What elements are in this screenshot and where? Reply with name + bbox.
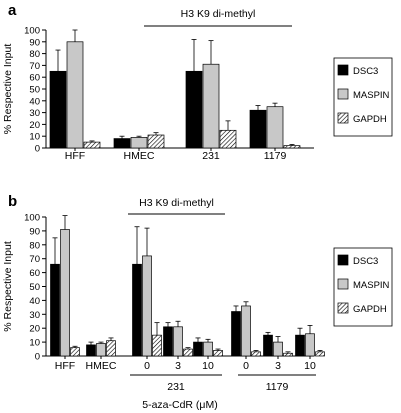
y-tick-label: 70 (29, 61, 40, 72)
bar-maspin (130, 137, 148, 149)
bar-gapdh (251, 351, 261, 357)
legend-swatch (337, 88, 349, 100)
y-tick-label: 0 (35, 352, 40, 363)
bar-maspin (173, 326, 183, 357)
y-tick-label: 50 (29, 282, 40, 293)
chart-title: H3 K9 di-methyl (139, 197, 214, 209)
bar-gapdh (283, 352, 293, 357)
group-label: 1179 (266, 381, 289, 393)
y-tick-label: 30 (29, 108, 40, 119)
bar-gapdh (213, 350, 223, 357)
group-label: 231 (167, 381, 185, 393)
y-tick-label: 90 (29, 226, 40, 237)
bar-dsc3 (49, 70, 67, 149)
bar-maspin (60, 229, 70, 357)
x-tick-label: 10 (202, 360, 214, 372)
bar-maspin (305, 333, 315, 357)
bar-maspin (273, 341, 283, 357)
bar-maspin (66, 41, 84, 149)
bar-maspin (203, 341, 213, 357)
x-tick-label: HMEC (86, 360, 117, 372)
bar-gapdh (219, 129, 237, 149)
bar-maspin (241, 305, 251, 357)
y-tick-label: 80 (29, 49, 40, 60)
legend-swatch (337, 254, 349, 266)
x-tick-label: 3 (175, 360, 181, 372)
y-tick-label: 40 (29, 296, 40, 307)
x-tick-label: HFF (55, 360, 75, 372)
y-axis-label: % Respective Input (2, 44, 14, 135)
panel-label: b (8, 193, 17, 210)
legend-swatch (337, 302, 349, 314)
y-tick-label: 80 (29, 240, 40, 251)
y-tick-label: 10 (29, 338, 40, 349)
bar-maspin (142, 255, 152, 357)
bar-dsc3 (231, 311, 241, 357)
bar-gapdh (152, 334, 162, 357)
y-tick-label: 70 (29, 254, 40, 265)
bar-dsc3 (295, 334, 305, 357)
y-tick-label: 60 (29, 73, 40, 84)
x-tick-label: 1179 (264, 150, 287, 162)
bar-gapdh (283, 145, 301, 149)
y-tick-label: 20 (29, 324, 40, 335)
legend-label: GAPDH (353, 114, 387, 125)
y-tick-label: 90 (29, 37, 40, 48)
bar-maspin (266, 106, 284, 149)
y-tick-label: 100 (24, 26, 40, 37)
panel-b: b H3 K9 di-methyl0102030405060708090100% … (2, 193, 393, 411)
legend-swatch (337, 64, 349, 76)
bar-gapdh (70, 347, 80, 357)
x-tick-label: HMEC (124, 150, 155, 162)
panel-label: a (8, 2, 17, 19)
bar-dsc3 (249, 109, 267, 149)
legend-label: DSC3 (353, 256, 378, 267)
x-tick-label: 0 (144, 360, 150, 372)
x-tick-label: HFF (65, 150, 85, 162)
bar-gapdh (183, 348, 193, 357)
bar-gapdh (147, 134, 165, 149)
y-tick-label: 50 (29, 85, 40, 96)
bar-dsc3 (86, 344, 96, 357)
legend-label: MASPIN (353, 90, 390, 101)
bar-dsc3 (193, 341, 203, 357)
x-tick-label: 3 (275, 360, 281, 372)
bar-dsc3 (50, 263, 60, 357)
legend-label: GAPDH (353, 304, 387, 315)
y-tick-label: 60 (29, 268, 40, 279)
y-tick-label: 20 (29, 120, 40, 131)
y-tick-label: 0 (35, 144, 40, 155)
y-tick-label: 100 (24, 213, 40, 224)
bar-gapdh (315, 351, 325, 357)
chart-title: H3 K9 di-methyl (181, 8, 256, 20)
bar-dsc3 (132, 263, 142, 357)
bar-dsc3 (113, 138, 131, 149)
y-tick-label: 40 (29, 96, 40, 107)
legend-swatch (337, 112, 349, 124)
x-tick-label: 231 (202, 150, 220, 162)
legend-label: DSC3 (353, 66, 378, 77)
y-tick-label: 10 (29, 132, 40, 143)
y-tick-label: 30 (29, 310, 40, 321)
bar-dsc3 (263, 334, 273, 357)
bar-gapdh (83, 141, 101, 149)
bar-maspin (202, 63, 220, 149)
y-axis-label: % Respective Input (2, 241, 14, 332)
x-tick-label: 0 (243, 360, 249, 372)
legend-swatch (337, 278, 349, 290)
bar-maspin (96, 343, 106, 357)
bar-dsc3 (185, 70, 203, 149)
x-axis-label: 5-aza-CdR (μM) (142, 399, 217, 411)
bar-dsc3 (163, 326, 173, 357)
legend-label: MASPIN (353, 280, 390, 291)
x-tick-label: 10 (304, 360, 316, 372)
bar-gapdh (106, 340, 116, 357)
